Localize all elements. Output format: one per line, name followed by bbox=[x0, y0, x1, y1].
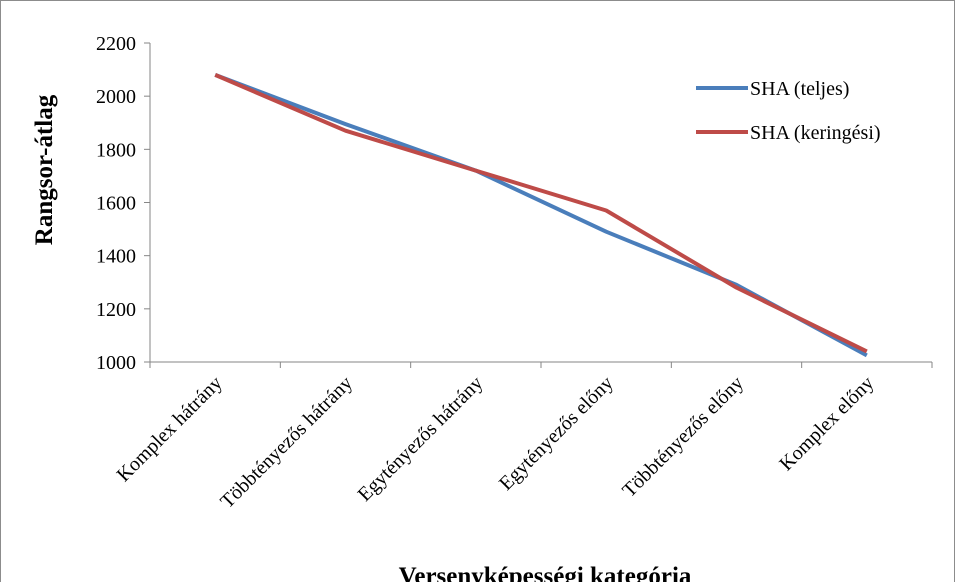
y-tick-label: 2200 bbox=[96, 33, 136, 55]
series-line-2 bbox=[214, 73, 868, 354]
y-tick-label: 1400 bbox=[96, 246, 136, 268]
y-tick-label: 1800 bbox=[96, 139, 136, 161]
y-tick-label: 1000 bbox=[96, 352, 136, 374]
legend-label: SHA (teljes) bbox=[750, 78, 849, 100]
legend-label: SHA (keringési) bbox=[750, 122, 881, 144]
y-tick-label: 2000 bbox=[96, 86, 136, 108]
x-axis-title: Versenyképességi kategória bbox=[399, 563, 692, 582]
y-tick-label: 1600 bbox=[96, 193, 136, 215]
y-tick-label: 1200 bbox=[96, 299, 136, 321]
legend: SHA (teljes) SHA (keringési) bbox=[696, 78, 881, 144]
y-axis-title: Rangsor-átlag bbox=[31, 94, 58, 245]
